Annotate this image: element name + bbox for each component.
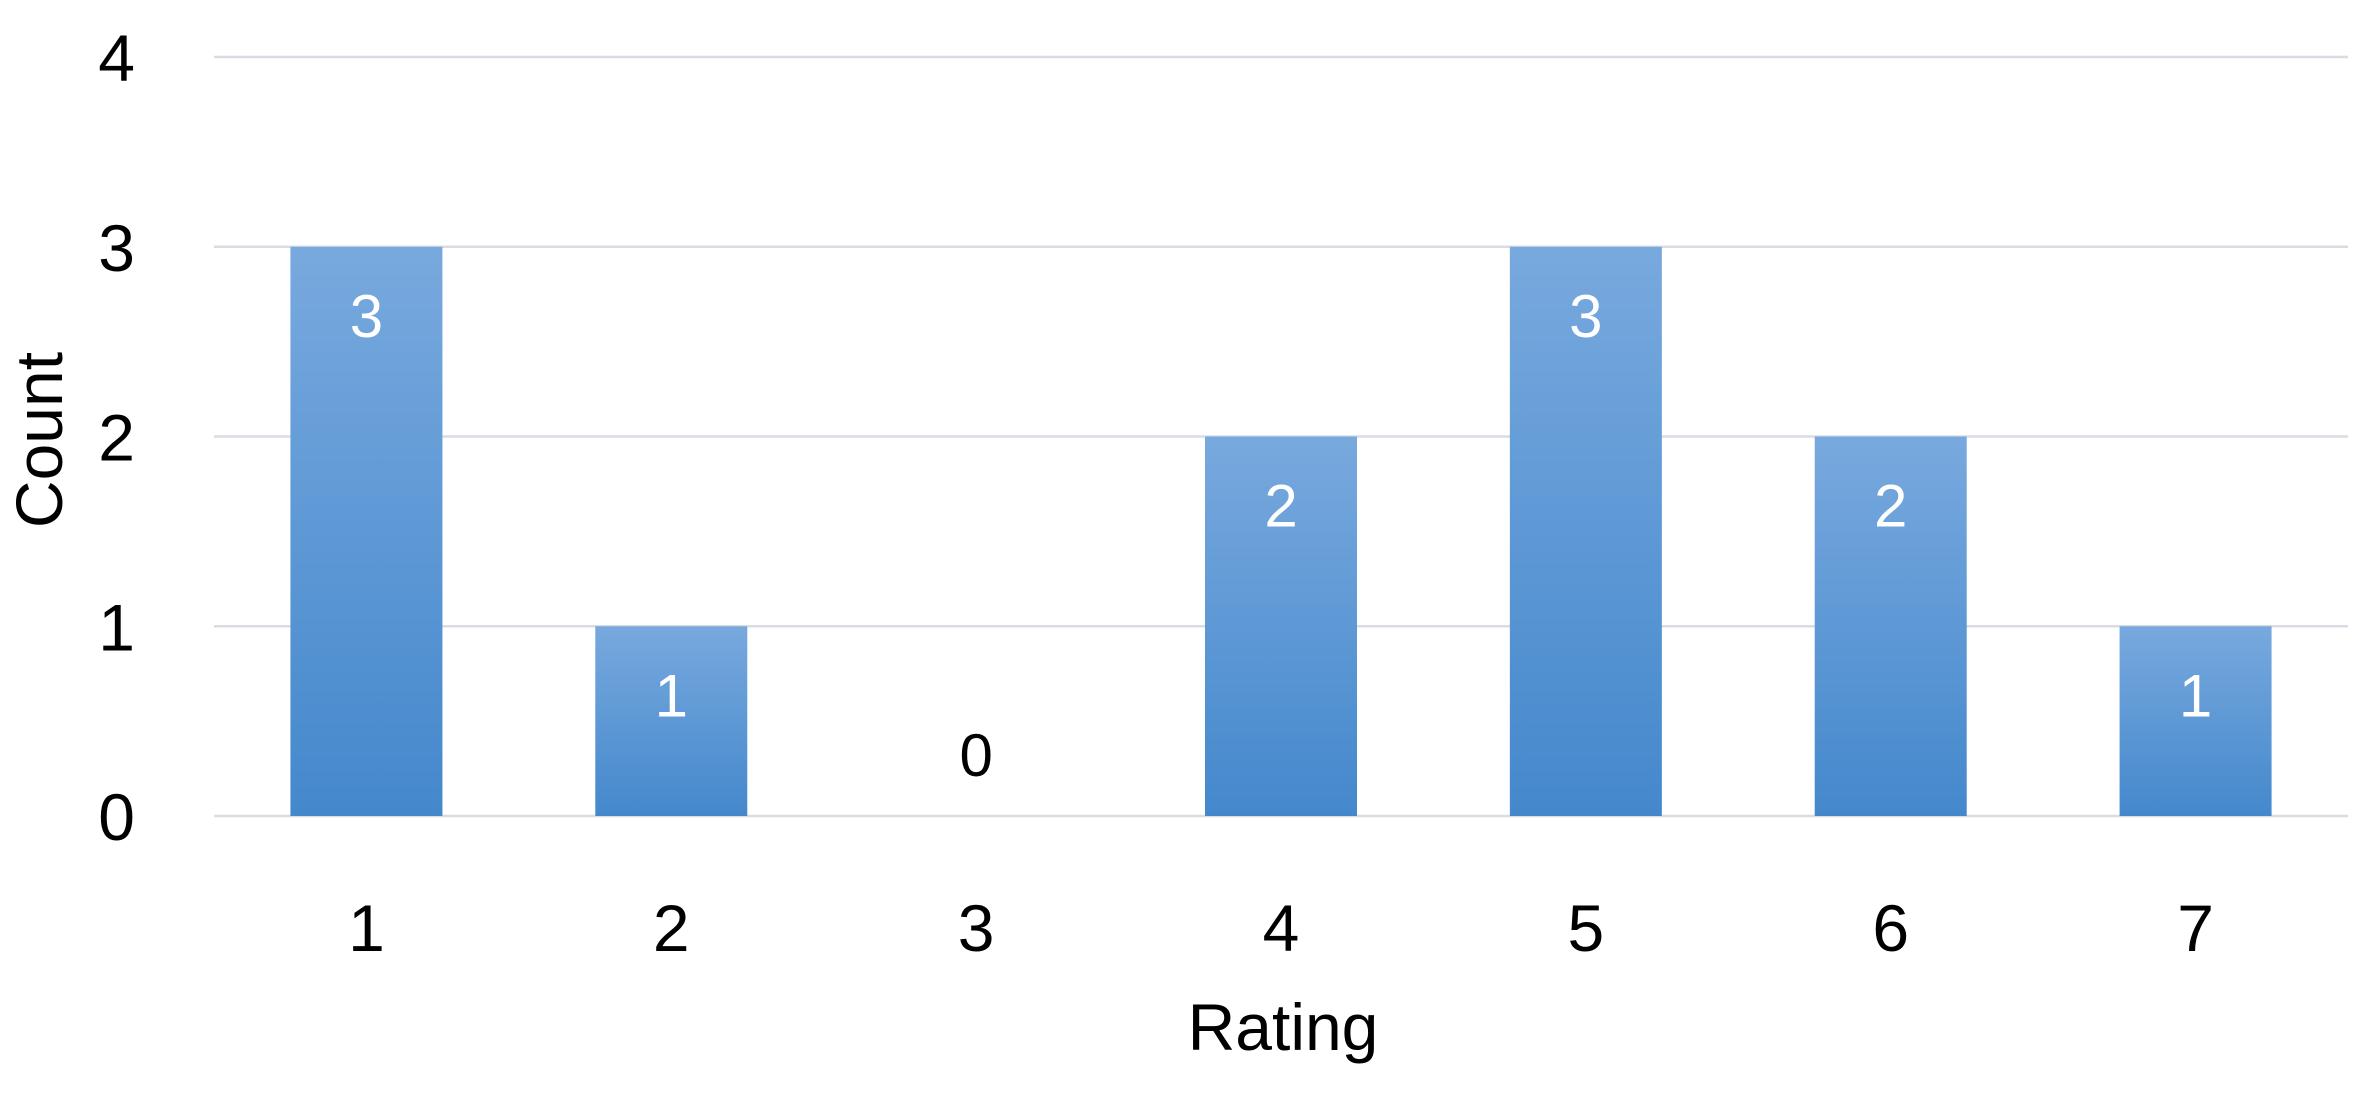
bar bbox=[2119, 626, 2272, 816]
bars bbox=[290, 246, 2272, 816]
x-tick-label: 3 bbox=[958, 891, 995, 965]
x-tick-label: 2 bbox=[653, 891, 690, 965]
x-tick-label: 7 bbox=[2177, 891, 2214, 965]
y-tick-label: 2 bbox=[98, 401, 135, 475]
data-label: 1 bbox=[655, 662, 688, 729]
x-tick-label: 4 bbox=[1263, 891, 1300, 965]
data-labels: 3 1 0 2 3 2 1 bbox=[350, 283, 2213, 789]
y-tick-label: 3 bbox=[98, 211, 135, 285]
data-label: 2 bbox=[1264, 473, 1297, 540]
y-axis-ticks: 0 1 2 3 4 bbox=[98, 21, 135, 854]
x-axis-title: Rating bbox=[1188, 990, 1379, 1064]
x-tick-label: 5 bbox=[1567, 891, 1604, 965]
y-tick-label: 1 bbox=[98, 590, 135, 664]
data-label: 1 bbox=[2179, 662, 2212, 729]
bar bbox=[1509, 246, 1662, 816]
x-tick-label: 6 bbox=[1872, 891, 1909, 965]
x-axis-ticks: 1 2 3 4 5 6 7 bbox=[348, 891, 2214, 965]
y-tick-label: 0 bbox=[98, 780, 135, 854]
data-label: 0 bbox=[959, 722, 992, 789]
bar bbox=[595, 626, 748, 816]
bar bbox=[1205, 436, 1357, 816]
x-tick-label: 1 bbox=[348, 891, 385, 965]
bar bbox=[1814, 436, 1967, 816]
data-label: 3 bbox=[1569, 283, 1602, 350]
bar bbox=[290, 246, 443, 816]
y-tick-label: 4 bbox=[98, 21, 135, 95]
y-axis-title: Count bbox=[2, 352, 76, 528]
data-label: 3 bbox=[350, 283, 383, 350]
data-label: 2 bbox=[1874, 473, 1907, 540]
